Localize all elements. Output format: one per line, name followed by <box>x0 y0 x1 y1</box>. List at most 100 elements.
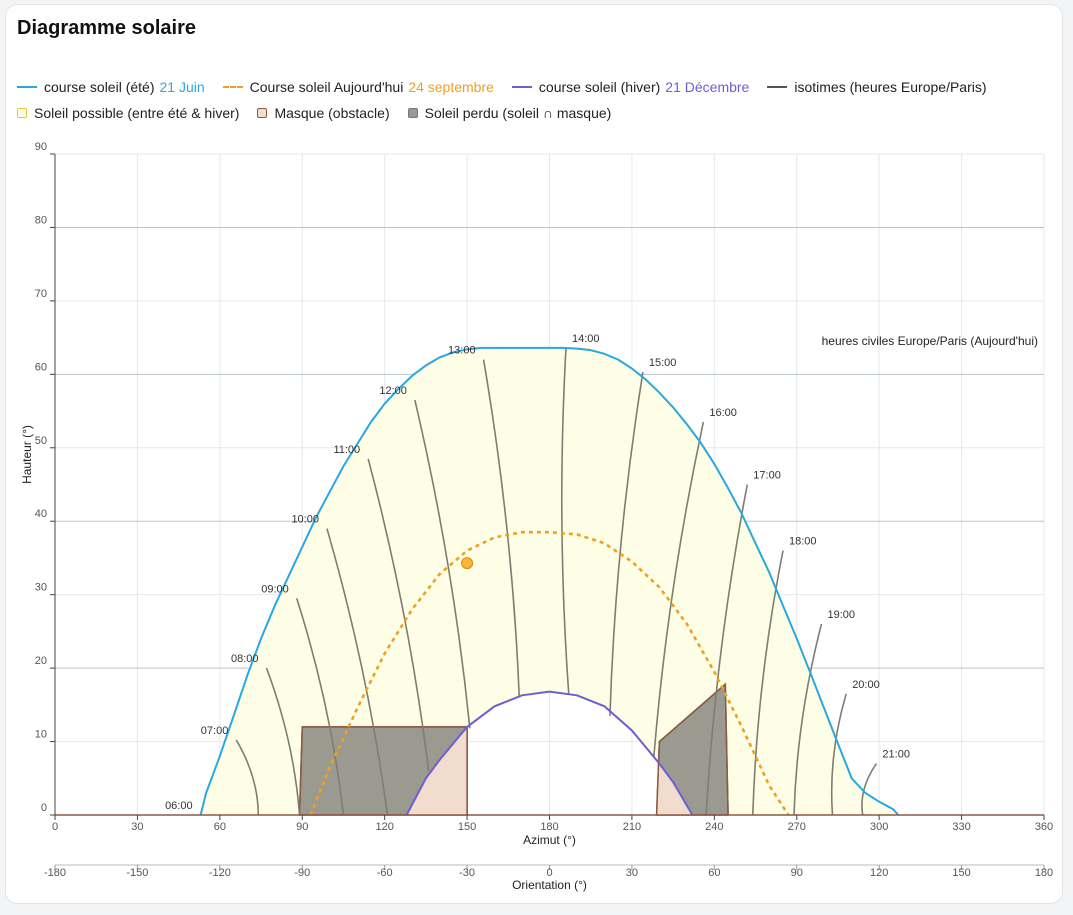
isotime-label-10:00: 10:00 <box>291 514 319 526</box>
y-tick-label-60: 60 <box>35 361 47 373</box>
isotime-08:00 <box>265 667 301 816</box>
x2-tick-label--60: -60 <box>377 867 393 879</box>
isotime-19:00 <box>793 623 823 816</box>
y-tick-label-70: 70 <box>35 288 47 300</box>
isotime-label-19:00: 19:00 <box>827 609 855 621</box>
x2-tick-label-90: 90 <box>791 867 803 879</box>
legend-item-lost[interactable]: Soleil perdu (soleil ∩ masque) <box>407 105 611 121</box>
x2-tick-label--150: -150 <box>126 867 148 879</box>
x2-tick-label--180: -180 <box>44 867 66 879</box>
today-curve <box>309 530 790 816</box>
x-tick-label-0: 0 <box>52 821 58 833</box>
isotime-label-20:00: 20:00 <box>852 679 880 691</box>
isotime-10:00 <box>326 528 389 816</box>
y-tick-label-0: 0 <box>41 802 47 814</box>
isotime-label-08:00: 08:00 <box>231 653 259 665</box>
x-tick-label-120: 120 <box>375 821 393 833</box>
y-axis-label: Hauteur (°) <box>20 425 34 484</box>
legend: course soleil (été) 21 Juin Course solei… <box>17 74 1057 126</box>
x-tick-label-240: 240 <box>705 821 723 833</box>
mask-outline-2 <box>655 682 729 816</box>
today-line-swatch <box>222 86 243 88</box>
isotime-label-21:00: 21:00 <box>882 749 910 761</box>
isotime-21:00 <box>861 763 878 816</box>
x-tick-label-60: 60 <box>214 821 226 833</box>
possible-swatch <box>17 108 27 118</box>
isotime-label-17:00: 17:00 <box>753 470 781 482</box>
mask-outline-1 <box>298 726 468 816</box>
series <box>199 346 900 816</box>
y-tick-label-20: 20 <box>35 655 47 667</box>
isotime-12:00 <box>414 399 471 729</box>
x-tick-label-90: 90 <box>296 821 308 833</box>
annotation-label: heures civiles Europe/Paris (Aujourd'hui… <box>822 334 1038 348</box>
legend-item-mask[interactable]: Masque (obstacle) <box>257 105 390 121</box>
axes: 0 10 20 30 40 50 60 70 80 90 0 30 60 90 120 150 180 210 24… <box>20 141 1053 892</box>
isotime-07:00 <box>235 739 260 816</box>
x-tick-label-300: 300 <box>870 821 888 833</box>
x-tick-label-150: 150 <box>458 821 476 833</box>
x2-tick-label-120: 120 <box>870 867 888 879</box>
summer-curve <box>199 346 900 816</box>
x2-tick-label-30: 30 <box>626 867 638 879</box>
isotime-09:00 <box>295 598 345 816</box>
y-tick-label-50: 50 <box>35 435 47 447</box>
lost-swatch <box>407 108 418 118</box>
x2-tick-label-180: 180 <box>1035 867 1053 879</box>
isotime-14:00 <box>560 347 570 694</box>
legend-item-isotimes[interactable]: isotimes (heures Europe/Paris) <box>767 79 987 95</box>
isotime-16:00 <box>653 421 705 757</box>
y-tick-label-10: 10 <box>35 729 47 741</box>
current-sun-point <box>461 557 474 570</box>
summer-line-swatch <box>17 86 37 88</box>
isotime-13:00 <box>482 359 521 698</box>
isotime-18:00 <box>751 550 784 816</box>
today-date: 24 septembre <box>408 79 494 95</box>
card-title: Diagramme solaire <box>17 17 196 39</box>
isotime-11:00 <box>367 458 430 772</box>
x-tick-label-360: 360 <box>1035 821 1053 833</box>
legend-item-summer[interactable]: course soleil (été) 21 Juin <box>17 79 205 95</box>
x2-tick-label--90: -90 <box>294 867 310 879</box>
x2-tick-label-150: 150 <box>952 867 970 879</box>
x-axis-label: Azimut (°) <box>523 833 576 847</box>
isotimes-line-swatch <box>767 86 788 88</box>
legend-item-today[interactable]: Course soleil Aujourd'hui 24 septembre <box>222 79 494 95</box>
x-tick-label-330: 330 <box>952 821 970 833</box>
orientation-axis-label: Orientation (°) <box>512 878 587 892</box>
isotime-15:00 <box>609 372 644 716</box>
isotime-label-18:00: 18:00 <box>789 536 817 548</box>
isotime-label-13:00: 13:00 <box>448 345 476 357</box>
isotime-label-09:00: 09:00 <box>261 583 289 595</box>
x-tick-label-180: 180 <box>540 821 558 833</box>
y-tick-label-40: 40 <box>35 508 47 520</box>
legend-item-possible[interactable]: Soleil possible (entre été & hiver) <box>17 105 239 121</box>
summer-date: 21 Juin <box>159 79 205 95</box>
mask-swatch <box>257 108 268 118</box>
x-tick-label-30: 30 <box>131 821 143 833</box>
isotime-17:00 <box>705 484 749 816</box>
isotime-label-06:00: 06:00 <box>165 800 193 812</box>
isotime-label-16:00: 16:00 <box>709 407 737 419</box>
winter-date: 21 Décembre <box>665 79 750 95</box>
isotime-20:00 <box>830 693 847 816</box>
isotimes <box>235 347 878 816</box>
y-tick-label-30: 30 <box>35 582 47 594</box>
isotime-label-07:00: 07:00 <box>201 725 229 737</box>
x2-tick-label--30: -30 <box>459 867 475 879</box>
isotime-label-15:00: 15:00 <box>649 357 677 369</box>
x2-tick-label-0: 0 <box>546 867 552 879</box>
winter-line-swatch <box>511 86 532 88</box>
x-tick-label-270: 270 <box>788 821 806 833</box>
x-tick-label-210: 210 <box>623 821 641 833</box>
isotime-label-12:00: 12:00 <box>379 385 407 397</box>
legend-item-winter[interactable]: course soleil (hiver) 21 Décembre <box>511 79 750 95</box>
labels: 06:00 07:00 08:00 09:00 10:00 11:00 12:00 13:00… <box>165 333 1038 812</box>
isotime-label-11:00: 11:00 <box>333 444 360 456</box>
x2-tick-label--120: -120 <box>209 867 231 879</box>
winter-curve <box>405 690 694 816</box>
y-tick-label-90: 90 <box>35 141 47 153</box>
y-tick-label-80: 80 <box>35 214 47 226</box>
isotime-label-14:00: 14:00 <box>572 333 600 345</box>
